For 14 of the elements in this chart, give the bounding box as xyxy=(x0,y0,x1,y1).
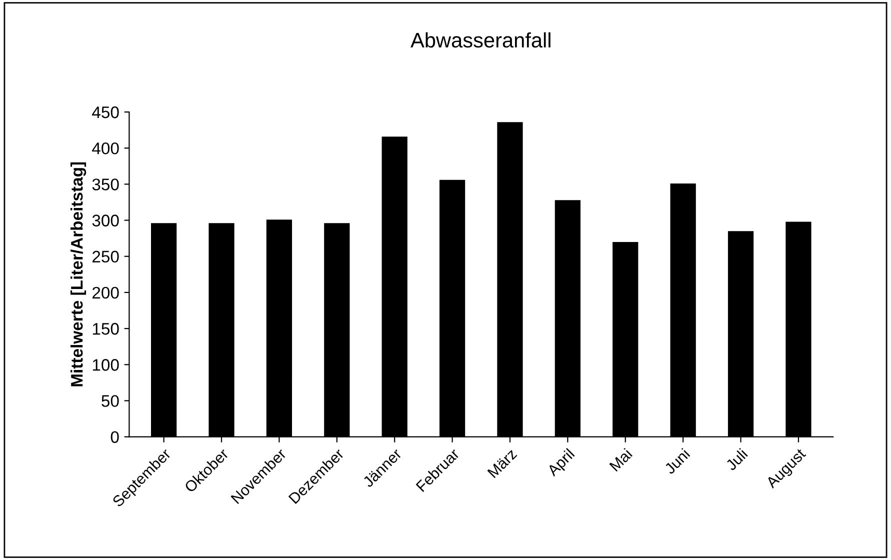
y-tick-label: 100 xyxy=(92,359,119,371)
y-tick-label: 50 xyxy=(102,395,119,407)
x-tick-label: Mai xyxy=(608,448,633,472)
y-tick-label: 350 xyxy=(92,178,119,190)
y-tick-label: 200 xyxy=(92,286,119,299)
x-tick-label: Juli xyxy=(724,448,748,472)
y-tick-label: 400 xyxy=(92,142,119,154)
y-tick-label: 300 xyxy=(92,214,119,226)
chart-title: Abwasseranfall xyxy=(410,32,550,48)
y-tick-label: 150 xyxy=(92,322,119,335)
y-axis-title: Mittelwerte [Liter/Arbeitstag] xyxy=(70,162,86,386)
y-tick-label: 0 xyxy=(110,431,119,444)
y-tick-label: 250 xyxy=(92,250,119,263)
y-tick-label: 450 xyxy=(92,106,119,118)
